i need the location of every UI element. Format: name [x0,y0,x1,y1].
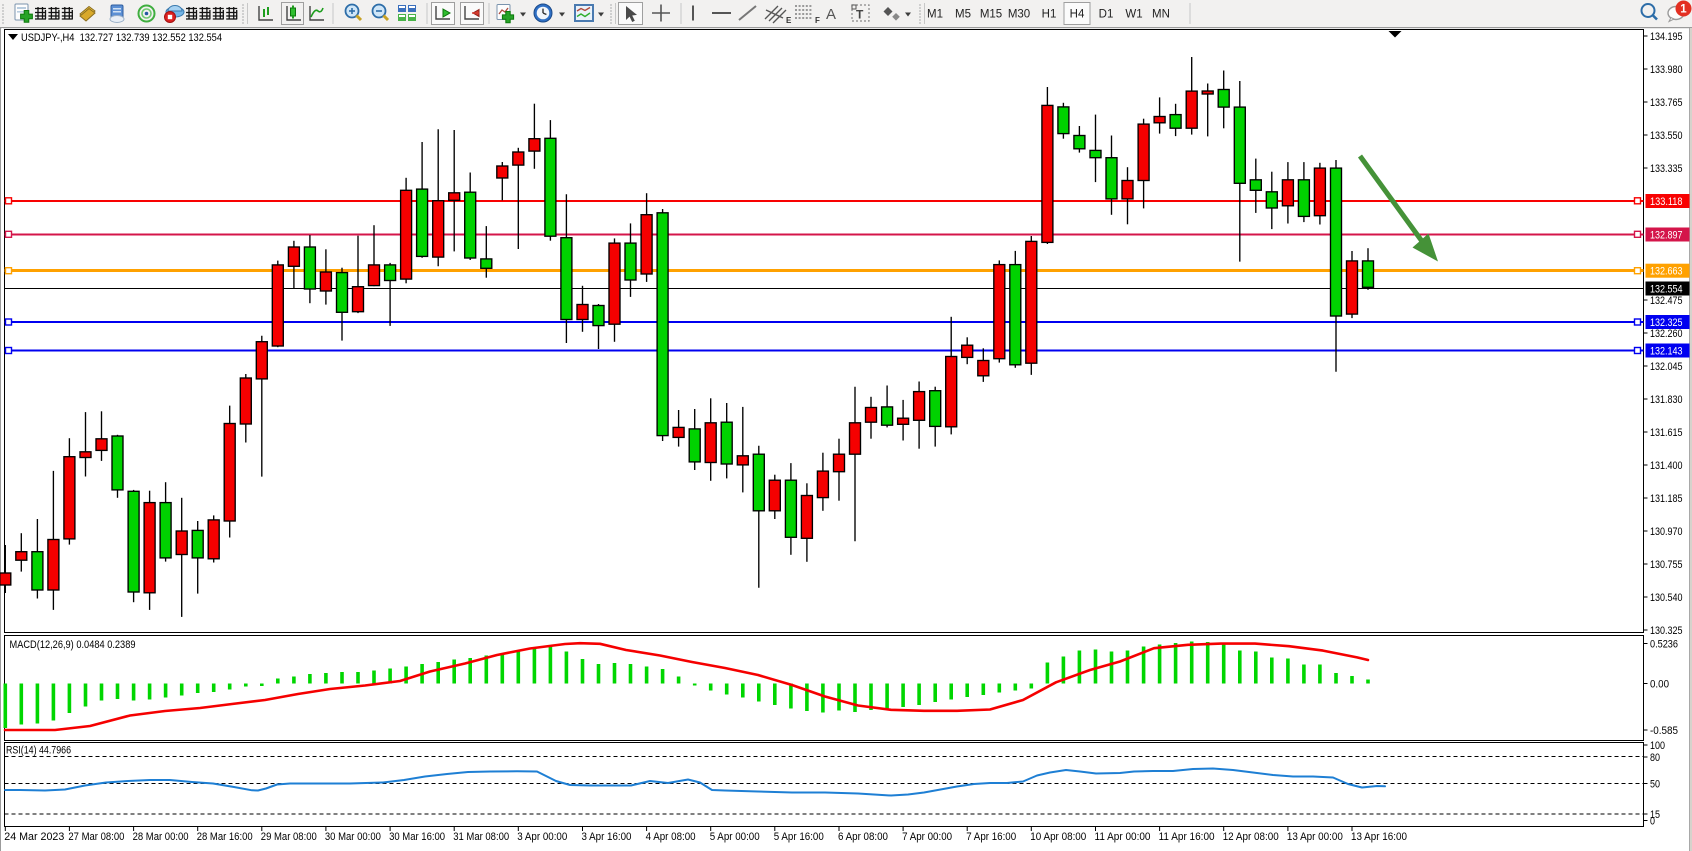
svg-text:0.5236: 0.5236 [1650,639,1678,651]
svg-text:132.897: 132.897 [1650,230,1683,242]
svg-text:MACD(12,26,9) 0.0484 0.2389: MACD(12,26,9) 0.0484 0.2389 [10,639,136,651]
svg-text:132.143: 132.143 [1650,346,1683,358]
svg-text:W1: W1 [1125,9,1142,21]
svg-text:10 Apr 08:00: 10 Apr 08:00 [1030,831,1086,843]
svg-text:132.554: 132.554 [1650,284,1683,296]
svg-text:133.980: 133.980 [1650,64,1683,76]
svg-text:4 Apr 08:00: 4 Apr 08:00 [646,831,696,843]
svg-text:USDJPY-,H4 132.727 132.739 13: USDJPY-,H4 132.727 132.739 132.552 132.5… [21,32,222,44]
svg-text:E: E [786,16,792,25]
svg-text:-0.585: -0.585 [1650,725,1678,737]
svg-text:H1: H1 [1042,9,1057,21]
svg-text:31 Mar 08:00: 31 Mar 08:00 [453,831,509,843]
svg-text:MN: MN [1152,9,1170,21]
svg-text:131.830: 131.830 [1650,394,1683,406]
svg-text:131.615: 131.615 [1650,427,1683,439]
svg-text:131.400: 131.400 [1650,460,1683,472]
svg-text:T: T [856,8,864,22]
svg-text:28 Mar 00:00: 28 Mar 00:00 [133,831,189,843]
svg-text:D1: D1 [1099,9,1114,21]
svg-text:28 Mar 16:00: 28 Mar 16:00 [197,831,253,843]
svg-text:30 Mar 16:00: 30 Mar 16:00 [389,831,445,843]
svg-text:131.185: 131.185 [1650,493,1683,505]
svg-text:80: 80 [1650,752,1660,764]
svg-text:29 Mar 08:00: 29 Mar 08:00 [261,831,317,843]
svg-text:132.475: 132.475 [1650,295,1683,307]
svg-text:30 Mar 00:00: 30 Mar 00:00 [325,831,381,843]
svg-text:M1: M1 [927,9,943,21]
svg-text:3 Apr 00:00: 3 Apr 00:00 [517,831,567,843]
svg-text:13 Apr 16:00: 13 Apr 16:00 [1351,831,1407,843]
svg-text:50: 50 [1650,779,1660,791]
svg-text:H4: H4 [1070,9,1085,21]
svg-text:1: 1 [1680,4,1687,16]
svg-text:133.765: 133.765 [1650,97,1683,109]
svg-text:132.663: 132.663 [1650,266,1683,278]
svg-text:12 Apr 08:00: 12 Apr 08:00 [1223,831,1279,843]
svg-text:13 Apr 00:00: 13 Apr 00:00 [1287,831,1343,843]
svg-text:15: 15 [1650,809,1660,821]
svg-text:134.195: 134.195 [1650,31,1683,43]
svg-text:6 Apr 08:00: 6 Apr 08:00 [838,831,888,843]
svg-text:5 Apr 16:00: 5 Apr 16:00 [774,831,824,843]
svg-text:5 Apr 00:00: 5 Apr 00:00 [710,831,760,843]
svg-text:133.118: 133.118 [1650,196,1683,208]
svg-text:130.970: 130.970 [1650,526,1683,538]
svg-text:133.550: 133.550 [1650,130,1683,142]
svg-text:133.335: 133.335 [1650,163,1683,175]
svg-text:11 Apr 00:00: 11 Apr 00:00 [1095,831,1151,843]
svg-text:11 Apr 16:00: 11 Apr 16:00 [1159,831,1215,843]
svg-text:100: 100 [1650,740,1665,752]
svg-text:130.540: 130.540 [1650,592,1683,604]
svg-text:132.045: 132.045 [1650,361,1683,373]
svg-text:24 Mar 2023: 24 Mar 2023 [4,831,64,843]
svg-text:M30: M30 [1008,9,1030,21]
svg-text:A: A [826,6,836,23]
svg-text:7 Apr 00:00: 7 Apr 00:00 [902,831,952,843]
svg-text:0: 0 [1650,816,1655,828]
svg-text:M15: M15 [980,9,1002,21]
svg-text:3 Apr 16:00: 3 Apr 16:00 [582,831,632,843]
svg-text:130.755: 130.755 [1650,559,1683,571]
svg-text:F: F [815,16,820,25]
svg-text:7 Apr 16:00: 7 Apr 16:00 [966,831,1016,843]
svg-text:RSI(14) 44.7966: RSI(14) 44.7966 [6,745,71,757]
svg-text:27 Mar 08:00: 27 Mar 08:00 [68,831,124,843]
svg-text:0.00: 0.00 [1650,679,1669,691]
svg-text:130.325: 130.325 [1650,625,1683,637]
svg-text:132.260: 132.260 [1650,328,1683,340]
svg-text:132.325: 132.325 [1650,317,1683,329]
svg-text:M5: M5 [955,9,971,21]
